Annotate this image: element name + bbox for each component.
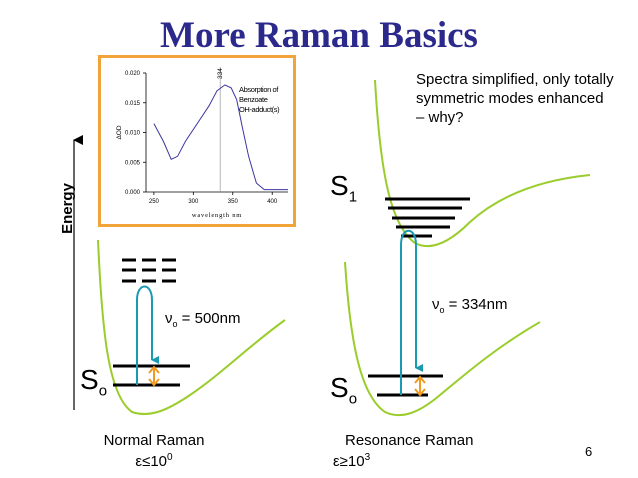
y-tick-label: 0.020 — [125, 71, 141, 77]
x-tick-label: 300 — [188, 199, 199, 205]
y-tick-label: 0.010 — [125, 131, 141, 137]
page-number: 6 — [585, 444, 593, 459]
absorption-inset: 0.000 0.005 0.010 0.015 0.020 250 300 350 400 334… — [98, 55, 296, 227]
right-ground-well — [344, 261, 541, 417]
virtual-levels — [122, 258, 176, 283]
right-caption: Resonance Raman ε≥103 — [333, 432, 474, 470]
y-tick-label: 0.005 — [125, 160, 141, 166]
right-transition-arrow — [400, 229, 423, 395]
left-small-arrow — [148, 365, 160, 387]
left-nu-label: νo = 500nm — [165, 310, 241, 329]
left-ground-state-label: So — [80, 364, 108, 400]
absorption-series-line — [153, 84, 288, 191]
right-ground-state-label: So — [330, 372, 358, 408]
x-axis-label: wavelength nm — [192, 212, 242, 219]
left-transition-arrow — [136, 285, 159, 385]
x-tick-label: 250 — [149, 199, 160, 205]
legend-text: Benzoate — [239, 95, 268, 104]
right-small-arrow — [414, 375, 426, 397]
energy-axis-label: Energy — [58, 183, 76, 234]
x-tick-label: 400 — [267, 199, 278, 205]
right-nu-label: νo = 334nm — [432, 296, 508, 315]
right-excited-well — [374, 79, 591, 248]
absorption-chart: 0.000 0.005 0.010 0.015 0.020 250 300 350 400 334… — [116, 67, 288, 219]
question-note: Spectra simplified, only totally symmetr… — [416, 71, 614, 126]
excited-state-label: S1 — [330, 170, 358, 206]
y-tick-label: 0.015 — [125, 101, 141, 107]
legend-text: Absorption of — [239, 85, 279, 94]
x-tick-label: 350 — [228, 199, 239, 205]
y-tick-label: 0.000 — [125, 190, 141, 196]
slide-title: More Raman Basics — [160, 15, 478, 56]
left-caption: Normal Raman ε≤100 — [103, 432, 205, 470]
annotation-label: 334 — [217, 68, 224, 79]
y-axis-label: ΔOD — [116, 125, 123, 139]
legend-text: OH-adduct(s) — [239, 105, 280, 114]
left-ground-well — [97, 239, 286, 416]
